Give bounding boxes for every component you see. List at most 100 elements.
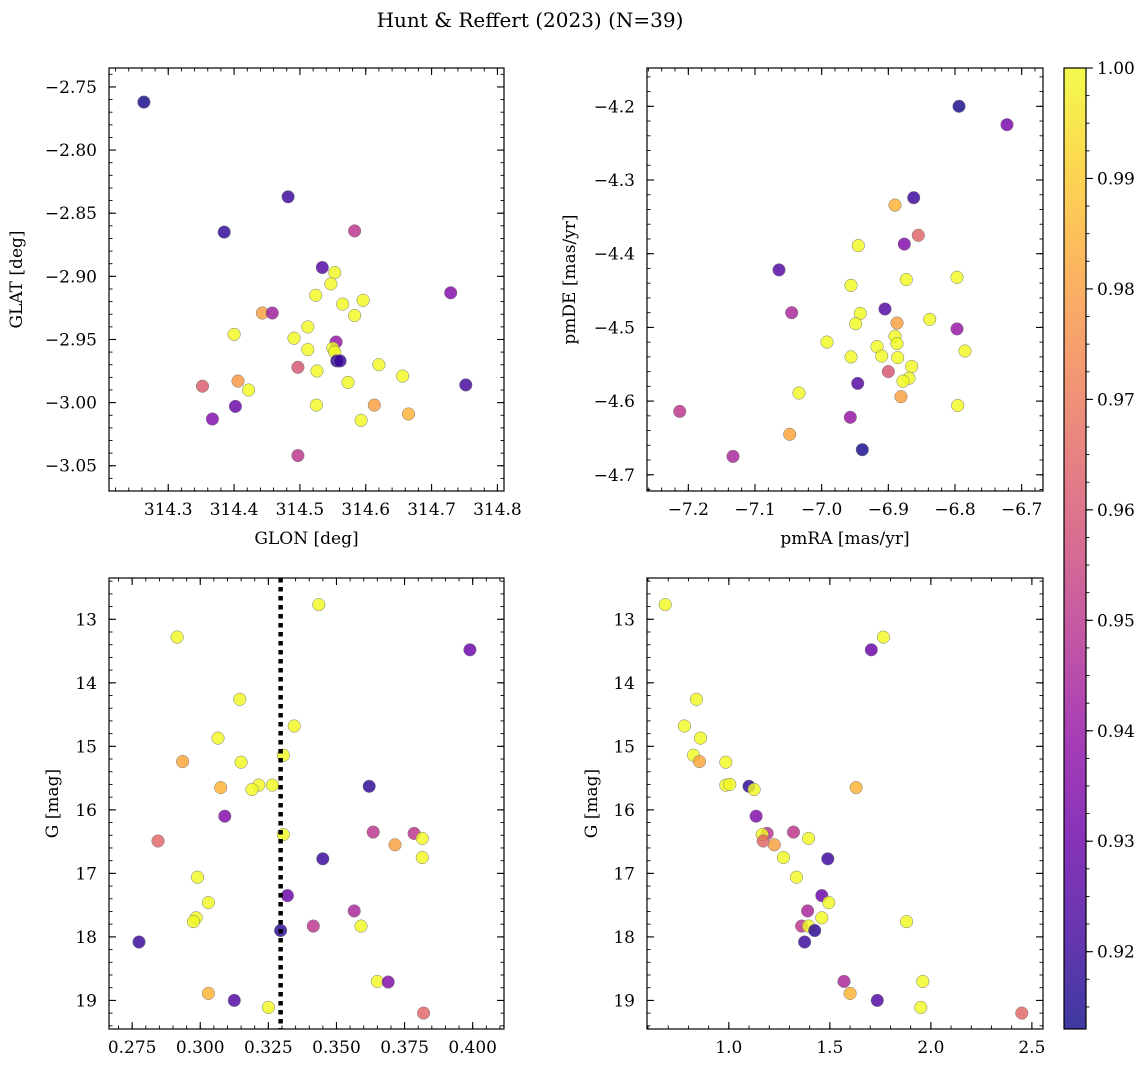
x-tick-label: 0.275: [108, 1038, 157, 1058]
colorbar-tick-label: 0.97: [1097, 390, 1135, 410]
scatter-point: [767, 838, 781, 852]
y-tick-label: 15: [75, 737, 97, 757]
x-tick-label: 0.325: [244, 1038, 293, 1058]
y-tick-label: 14: [75, 674, 97, 694]
y-tick-label: −4.5: [594, 318, 635, 338]
x-tick-label: 1.0: [715, 1038, 742, 1058]
scatter-point: [783, 427, 797, 441]
x-tick-label: −6.9: [868, 500, 909, 520]
scatter-point: [291, 449, 305, 463]
scatter-point: [881, 365, 895, 379]
colorbar-tick-label: 0.92: [1097, 943, 1135, 963]
scatter-point: [176, 755, 190, 769]
x-tick-label: 1.5: [816, 1038, 843, 1058]
y-tick-label: −3.00: [45, 394, 97, 414]
scatter-point: [280, 889, 294, 903]
colorbar-gradient: [1064, 68, 1086, 1029]
x-tick-label: 314.7: [407, 500, 456, 520]
x-tick-label: 0.350: [312, 1038, 361, 1058]
y-tick-label: 14: [613, 674, 635, 694]
scatter-point: [132, 935, 146, 949]
y-tick-label: −3.05: [45, 457, 97, 477]
scatter-point: [218, 809, 232, 823]
scatter-point: [1015, 1006, 1029, 1020]
scatter-point: [890, 316, 904, 330]
scatter-point: [802, 831, 816, 845]
scatter-point: [354, 413, 368, 427]
scatter-point: [878, 302, 892, 316]
scatter-point: [808, 923, 822, 938]
scatter-point: [195, 379, 210, 393]
scatter-point: [245, 782, 259, 797]
scatter-point: [677, 719, 691, 733]
scatter-point: [951, 398, 965, 413]
scatter-point: [316, 852, 330, 866]
scatter-point: [287, 331, 301, 345]
scatter-point: [242, 383, 256, 397]
scatter-point: [309, 288, 323, 302]
y-axis-label: pmDE [mas/yr]: [560, 214, 580, 344]
scatter-point: [211, 731, 225, 745]
x-tick-label: 314.5: [276, 500, 325, 520]
y-tick-label: −4.3: [594, 171, 635, 191]
axes-frame: [646, 577, 1044, 1030]
colorbar-frame: [1063, 67, 1087, 1030]
scatter-point: [673, 404, 687, 418]
scatter-point: [186, 915, 200, 929]
scatter-point: [348, 308, 362, 323]
scatter-point: [217, 225, 231, 239]
scatter-point: [227, 993, 241, 1007]
scatter-point: [261, 1000, 275, 1014]
scatter-point: [693, 731, 708, 745]
scatter-point: [952, 99, 966, 113]
scatter-point: [843, 410, 857, 424]
scatter-point: [201, 986, 215, 1000]
scatter-point: [367, 398, 381, 412]
scatter-point: [310, 364, 324, 378]
scatter-point: [849, 317, 863, 331]
scatter-point: [897, 237, 911, 251]
y-tick-label: −2.75: [45, 78, 97, 98]
scatter-point: [792, 386, 806, 400]
scatter-point: [801, 904, 815, 918]
scatter-point: [151, 834, 165, 848]
scatter-point: [309, 398, 323, 412]
scatter-point: [301, 320, 315, 334]
scatter-point: [312, 598, 326, 612]
scatter-point: [891, 351, 905, 365]
scatter-point: [170, 630, 184, 644]
scatter-point: [233, 692, 247, 706]
colorbar-tick-label: 1.00: [1097, 59, 1135, 79]
x-tick-label: 0.375: [380, 1038, 429, 1058]
x-tick-label: −7.2: [668, 500, 709, 520]
colorbar-tick-label: 0.98: [1097, 280, 1135, 300]
scatter-point: [726, 449, 740, 463]
scatter-point: [876, 630, 890, 644]
scatter-point: [291, 360, 305, 374]
scatter-point: [776, 850, 790, 865]
y-tick-label: 19: [613, 991, 635, 1011]
scatter-point: [388, 838, 402, 852]
y-tick-label: 13: [613, 610, 635, 630]
scatter-point: [227, 327, 241, 341]
scatter-point: [864, 643, 878, 657]
scatter-point: [234, 755, 248, 769]
scatter-point: [362, 779, 376, 793]
y-tick-label: −4.2: [594, 97, 635, 117]
scatter-point: [306, 919, 320, 933]
x-axis-label: pmRA [mas/yr]: [780, 529, 909, 549]
scatter-point: [356, 293, 370, 307]
scatter-point: [381, 975, 395, 989]
x-tick-label: 2.5: [1018, 1038, 1045, 1058]
scatter-point: [844, 278, 858, 292]
scatter-point: [855, 443, 869, 457]
x-tick-label: 314.6: [341, 500, 390, 520]
scatter-point: [950, 322, 964, 336]
axes-frame: [646, 67, 1044, 492]
scatter-point: [820, 335, 834, 349]
y-tick-label: 17: [613, 864, 635, 884]
scatter-point: [914, 1000, 928, 1014]
y-axis-label: GLAT [deg]: [7, 230, 27, 328]
axes-frame: [108, 577, 505, 1030]
colorbar-tick-label: 0.96: [1097, 501, 1135, 521]
